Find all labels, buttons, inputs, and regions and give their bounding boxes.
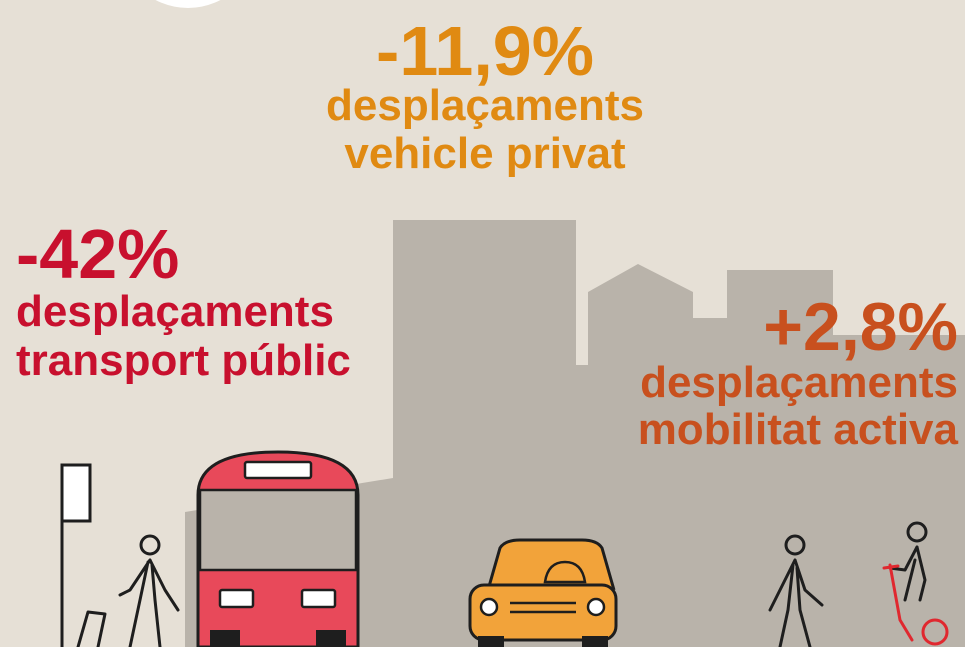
stat-value: -42% <box>16 215 179 293</box>
stat-label: mobilitat activa <box>638 405 959 454</box>
stat-label: desplaçaments <box>326 81 644 130</box>
page: -11,9% desplaçaments vehicle privat -42%… <box>0 0 965 647</box>
infographic: -11,9% desplaçaments vehicle privat -42%… <box>0 0 965 647</box>
stat-label: desplaçaments <box>16 287 334 336</box>
stat-value: +2,8% <box>763 289 958 365</box>
stat-label: desplaçaments <box>640 358 958 407</box>
stat-label: transport públic <box>16 336 351 385</box>
bus-icon <box>198 452 358 647</box>
stat-value: -11,9% <box>376 12 594 90</box>
stat-label: vehicle privat <box>344 129 626 178</box>
